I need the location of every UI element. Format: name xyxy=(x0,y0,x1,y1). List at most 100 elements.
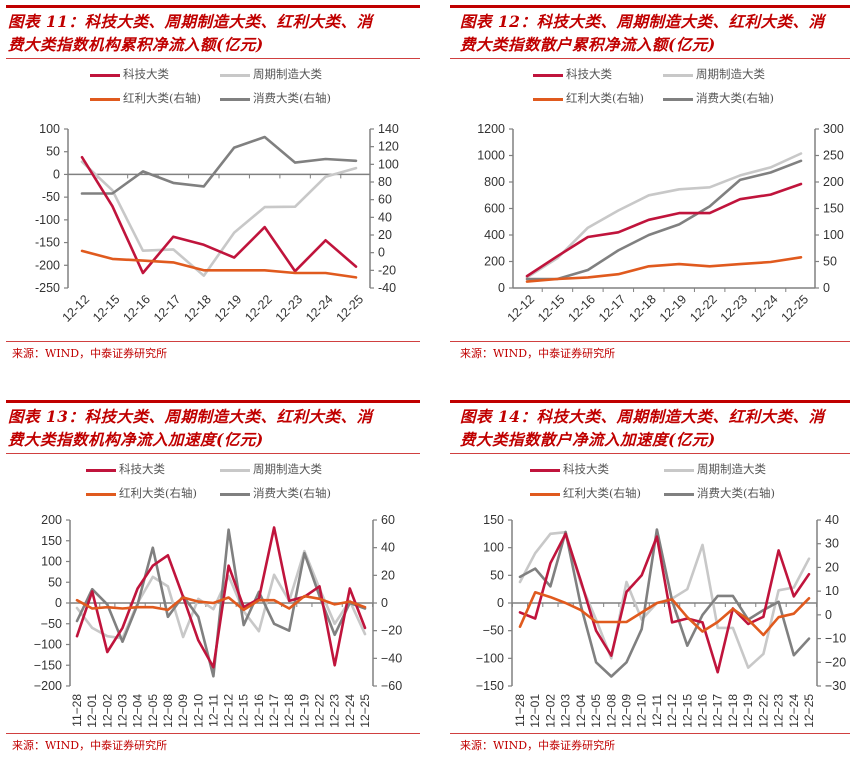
chart-plot-14: 150100500−50−100−150403020100−10−20−3011… xyxy=(476,513,846,728)
chart-title: 图表 12：科技大类、周期制造大类、红利大类、消 费大类指数散户累积净流入额(亿… xyxy=(460,10,859,56)
y-tick-label-right: −10 xyxy=(825,632,846,646)
legend-item-consumer: 消费大类(右轴) xyxy=(220,485,331,501)
y-tick-label-right: 40 xyxy=(825,513,839,527)
x-tick-label: 12−22 xyxy=(756,694,770,728)
x-tick-label: 12-16 xyxy=(120,292,153,325)
legend-label: 红利大类(右轴) xyxy=(566,91,644,105)
legend-swatch-cycle xyxy=(663,73,693,77)
x-tick-label: 12-19 xyxy=(212,292,245,325)
legend-swatch-cycle xyxy=(664,468,694,472)
y-tick-label-right: 250 xyxy=(823,149,844,163)
series-line-consumer xyxy=(525,159,803,281)
x-tick-label: 12−18 xyxy=(282,694,296,728)
y-tick-label-right: 0 xyxy=(823,281,830,295)
y-tick-label-right: 50 xyxy=(823,255,837,269)
legend-item-cycle: 周期制造大类 xyxy=(664,461,766,477)
x-tick-label: 12-15 xyxy=(90,292,123,325)
x-tick-label: 12−08 xyxy=(161,694,175,728)
series-line-dividend xyxy=(75,594,367,612)
series-line-dividend xyxy=(80,249,358,279)
chart-title-line2: 费大类指数机构累积净流入额(亿元) xyxy=(8,35,264,54)
y-tick-label-left: 200 xyxy=(41,513,62,527)
series-line-tech xyxy=(80,155,358,275)
legend-label: 科技大类 xyxy=(119,462,165,476)
y-tick-label-right: 100 xyxy=(378,157,399,171)
chart-title-line2: 费大类指数机构净流入加速度(亿元) xyxy=(8,430,264,449)
legend-item-cycle: 周期制造大类 xyxy=(220,461,322,477)
legend-item-dividend: 红利大类(右轴) xyxy=(530,485,641,501)
legend-swatch-dividend xyxy=(530,492,560,496)
legend-label: 周期制造大类 xyxy=(253,462,322,476)
source-note: 来源：WIND，中泰证券研究所 xyxy=(12,347,168,360)
y-tick-label-left: −150 xyxy=(34,658,62,672)
y-tick-label-left: 150 xyxy=(483,513,504,527)
legend-swatch-cycle xyxy=(220,73,250,77)
title-top-rule xyxy=(450,400,850,403)
chart-panel-12: 图表 12：科技大类、周期制造大类、红利大类、消 费大类指数散户累积净流入额(亿… xyxy=(430,0,850,370)
x-tick-label: 12−17 xyxy=(711,694,725,728)
x-tick-label: 12-18 xyxy=(181,292,214,325)
x-tick-label: 12-16 xyxy=(565,292,598,325)
x-tick-label: 12−09 xyxy=(176,694,190,728)
x-tick-label: 12−02 xyxy=(543,694,557,728)
x-tick-label: 12-12 xyxy=(505,292,538,325)
y-tick-label-left: 800 xyxy=(484,175,505,189)
chart-title-line1: 图表 14：科技大类、周期制造大类、红利大类、消 xyxy=(460,407,825,426)
title-divider xyxy=(450,453,850,454)
x-tick-label: 12−04 xyxy=(131,694,145,728)
y-tick-label-right: 0 xyxy=(825,608,832,622)
legend-label: 红利大类(右轴) xyxy=(123,91,201,105)
series-line-tech xyxy=(525,182,803,278)
legend-swatch-consumer xyxy=(663,97,693,101)
x-tick-label: 12−05 xyxy=(589,694,603,728)
x-tick-label: 12-17 xyxy=(596,292,629,325)
x-tick-label: 12−19 xyxy=(297,694,311,728)
y-tick-label-left: −150 xyxy=(476,679,504,693)
y-tick-label-right: 20 xyxy=(378,228,392,242)
y-tick-label-right: 20 xyxy=(381,568,395,582)
title-divider xyxy=(450,58,850,59)
y-tick-label-left: 50 xyxy=(46,145,60,159)
y-tick-label-right: -20 xyxy=(378,263,396,277)
y-tick-label-left: -100 xyxy=(35,213,60,227)
legend-item-consumer: 消费大类(右轴) xyxy=(663,90,774,106)
legend-item-tech: 科技大类 xyxy=(90,66,169,82)
x-tick-label: 12-22 xyxy=(242,292,275,325)
y-tick-label-right: 0 xyxy=(378,246,385,260)
legend-label: 消费大类(右轴) xyxy=(697,486,775,500)
y-tick-label-right: 120 xyxy=(378,140,399,154)
y-tick-label-left: -200 xyxy=(35,258,60,272)
x-tick-label: 12−15 xyxy=(237,694,251,728)
y-tick-label-right: −30 xyxy=(825,679,846,693)
x-tick-label: 12−16 xyxy=(252,694,266,728)
legend-label: 周期制造大类 xyxy=(696,67,765,81)
y-tick-label-left: 50 xyxy=(490,568,504,582)
y-tick-label-right: 20 xyxy=(825,560,839,574)
chart-panel-13: 图表 13：科技大类、周期制造大类、红利大类、消 费大类指数机构净流入加速度(亿… xyxy=(0,395,420,765)
x-tick-label: 12−11 xyxy=(650,694,664,727)
source-note: 来源：WIND，中泰证券研究所 xyxy=(460,739,616,752)
legend-swatch-tech xyxy=(530,468,560,472)
chart-title: 图表 11：科技大类、周期制造大类、红利大类、消 费大类指数机构累积净流入额(亿… xyxy=(8,10,418,56)
x-tick-label: 12−16 xyxy=(696,694,710,728)
legend-item-consumer: 消费大类(右轴) xyxy=(664,485,775,501)
y-tick-label-left: 600 xyxy=(484,202,505,216)
y-tick-label-left: -150 xyxy=(35,236,60,250)
chart-panel-11: 图表 11：科技大类、周期制造大类、红利大类、消 费大类指数机构累积净流入额(亿… xyxy=(0,0,420,370)
x-tick-label: 12−17 xyxy=(267,694,281,728)
x-tick-label: 12−01 xyxy=(85,694,99,728)
y-tick-label-left: 0 xyxy=(497,596,504,610)
y-tick-label-left: 100 xyxy=(483,541,504,555)
legend-label: 科技大类 xyxy=(563,462,609,476)
legend-item-cycle: 周期制造大类 xyxy=(663,66,765,82)
x-tick-label: 12−03 xyxy=(115,694,129,728)
series-line-consumer xyxy=(80,135,358,195)
legend-swatch-consumer xyxy=(220,492,250,496)
y-tick-label-right: 0 xyxy=(381,596,388,610)
legend-swatch-cycle xyxy=(220,468,250,472)
y-tick-label-right: −20 xyxy=(825,655,846,669)
chart-plot-11: 100500-50-100-150-200-250140120100806040… xyxy=(35,122,399,325)
x-tick-label: 12-15 xyxy=(535,292,568,325)
x-tick-label: 12-17 xyxy=(151,292,184,325)
x-tick-label: 12−05 xyxy=(146,694,160,728)
